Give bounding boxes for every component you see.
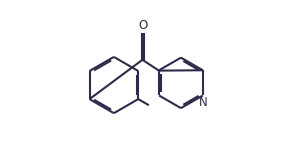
Text: N: N <box>199 96 207 109</box>
Text: O: O <box>139 19 148 32</box>
